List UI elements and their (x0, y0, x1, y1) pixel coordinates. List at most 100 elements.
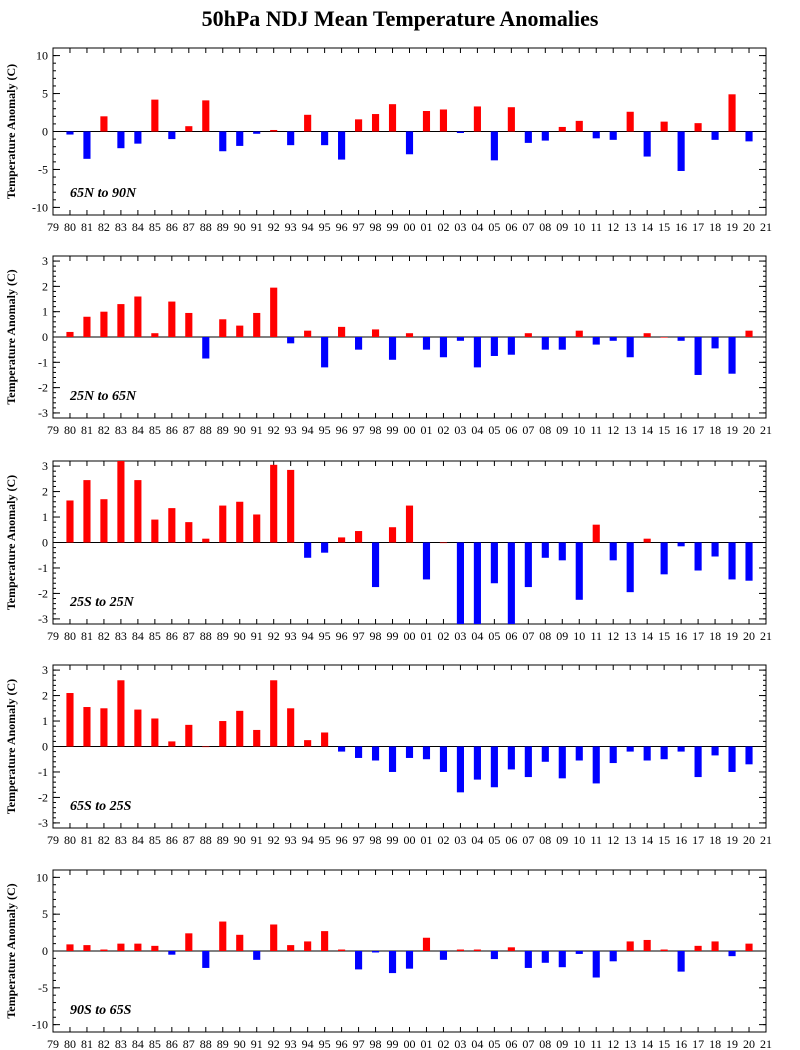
x-tick-label: 11 (590, 629, 602, 643)
bar (338, 326, 346, 337)
bar (439, 109, 448, 132)
bar (439, 746, 448, 772)
bar (745, 131, 753, 142)
x-tick-label: 88 (200, 629, 212, 643)
bar (711, 941, 719, 951)
x-tick-label: 80 (64, 833, 76, 847)
x-tick-label: 00 (404, 220, 416, 234)
bar (371, 114, 380, 132)
x-tick-label: 21 (760, 629, 772, 643)
bar (592, 131, 600, 139)
bar (490, 951, 498, 960)
bar (643, 939, 651, 951)
bar (202, 951, 210, 968)
x-tick-label: 06 (505, 220, 517, 234)
x-tick-label: 89 (217, 833, 229, 847)
x-tick-label: 13 (624, 833, 636, 847)
y-tick-label: -1 (38, 561, 48, 575)
x-tick-label: 11 (590, 833, 602, 847)
bar (388, 746, 397, 772)
x-tick-label: 16 (675, 629, 687, 643)
x-tick-label: 88 (200, 423, 212, 437)
x-tick-label: 13 (624, 629, 636, 643)
x-tick-label: 80 (64, 423, 76, 437)
x-tick-label: 85 (149, 423, 161, 437)
x-tick-label: 09 (556, 833, 568, 847)
y-tick-label: 0 (42, 536, 48, 550)
bar (473, 746, 481, 780)
x-tick-label: 18 (709, 220, 721, 234)
x-tick-label: 88 (200, 220, 212, 234)
x-tick-label: 15 (658, 423, 670, 437)
x-tick-label: 20 (743, 423, 755, 437)
x-tick-label: 13 (624, 1037, 636, 1050)
bar (626, 111, 634, 132)
x-tick-label: 90 (234, 220, 246, 234)
x-tick-label: 17 (692, 423, 704, 437)
x-tick-label: 15 (658, 833, 670, 847)
bar (626, 337, 634, 358)
x-tick-label: 83 (115, 220, 127, 234)
bar (304, 542, 312, 558)
bar (355, 119, 363, 132)
x-tick-label: 93 (285, 1037, 297, 1050)
x-tick-label: 03 (454, 833, 466, 847)
x-tick-label: 87 (183, 629, 195, 643)
bar (575, 542, 583, 600)
x-tick-label: 87 (183, 423, 195, 437)
x-tick-label: 86 (166, 423, 178, 437)
x-tick-label: 81 (81, 220, 93, 234)
bar (660, 337, 668, 338)
x-tick-label: 02 (437, 833, 449, 847)
bar (338, 537, 346, 543)
bar (185, 312, 193, 337)
bar (253, 131, 261, 134)
bar (253, 951, 261, 960)
bar (168, 301, 176, 337)
x-tick-label: 91 (251, 1037, 263, 1050)
x-tick-label: 86 (166, 1037, 178, 1050)
bar (694, 123, 702, 132)
x-tick-label: 95 (319, 833, 331, 847)
y-tick-label: 10 (36, 870, 48, 884)
bar (66, 331, 74, 337)
bar (236, 710, 244, 747)
y-tick-label: 0 (42, 125, 48, 139)
bar (592, 337, 600, 345)
bar (117, 304, 125, 337)
x-tick-label: 17 (692, 629, 704, 643)
bar (575, 330, 583, 337)
x-tick-label: 93 (285, 629, 297, 643)
x-tick-label: 90 (234, 423, 246, 437)
bar (728, 337, 736, 374)
bar (83, 131, 91, 159)
bar (100, 116, 108, 132)
x-tick-label: 92 (268, 220, 280, 234)
bar (83, 707, 91, 747)
x-tick-label: 21 (760, 220, 772, 234)
bar (609, 542, 617, 561)
bar (643, 333, 651, 337)
bar (405, 505, 414, 543)
x-tick-label: 09 (556, 423, 568, 437)
x-tick-label: 98 (370, 423, 382, 437)
x-tick-label: 83 (115, 423, 127, 437)
bar (388, 527, 397, 543)
x-tick-label: 89 (217, 423, 229, 437)
x-tick-label: 90 (234, 833, 246, 847)
x-tick-label: 03 (454, 1037, 466, 1050)
bar (371, 329, 380, 337)
x-tick-label: 82 (98, 629, 110, 643)
x-tick-label: 21 (760, 833, 772, 847)
y-tick-label: -5 (38, 981, 48, 995)
bar (728, 951, 736, 957)
y-tick-label: -3 (38, 816, 48, 830)
x-tick-label: 00 (404, 629, 416, 643)
x-tick-label: 79 (47, 1037, 59, 1050)
bar (609, 951, 617, 962)
x-tick-label: 82 (98, 220, 110, 234)
x-tick-label: 86 (166, 629, 178, 643)
x-tick-label: 98 (370, 833, 382, 847)
x-tick-label: 18 (709, 833, 721, 847)
bar (100, 708, 108, 747)
